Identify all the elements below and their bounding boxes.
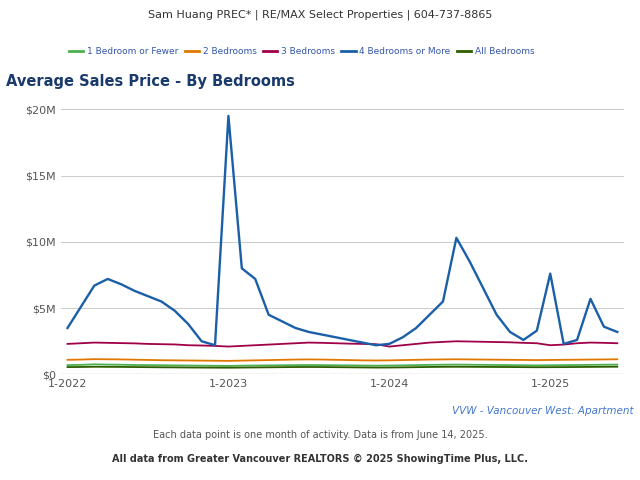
Text: Sam Huang PREC* | RE/MAX Select Properties | 604-737-8865: Sam Huang PREC* | RE/MAX Select Properti… <box>148 9 492 20</box>
Legend: 1 Bedroom or Fewer, 2 Bedrooms, 3 Bedrooms, 4 Bedrooms or More, All Bedrooms: 1 Bedroom or Fewer, 2 Bedrooms, 3 Bedroo… <box>65 43 538 60</box>
Text: Each data point is one month of activity. Data is from June 14, 2025.: Each data point is one month of activity… <box>153 430 487 440</box>
Text: All data from Greater Vancouver REALTORS © 2025 ShowingTime Plus, LLC.: All data from Greater Vancouver REALTORS… <box>112 454 528 464</box>
Text: Average Sales Price - By Bedrooms: Average Sales Price - By Bedrooms <box>6 74 295 89</box>
Text: VVW - Vancouver West: Apartment: VVW - Vancouver West: Apartment <box>452 406 634 416</box>
